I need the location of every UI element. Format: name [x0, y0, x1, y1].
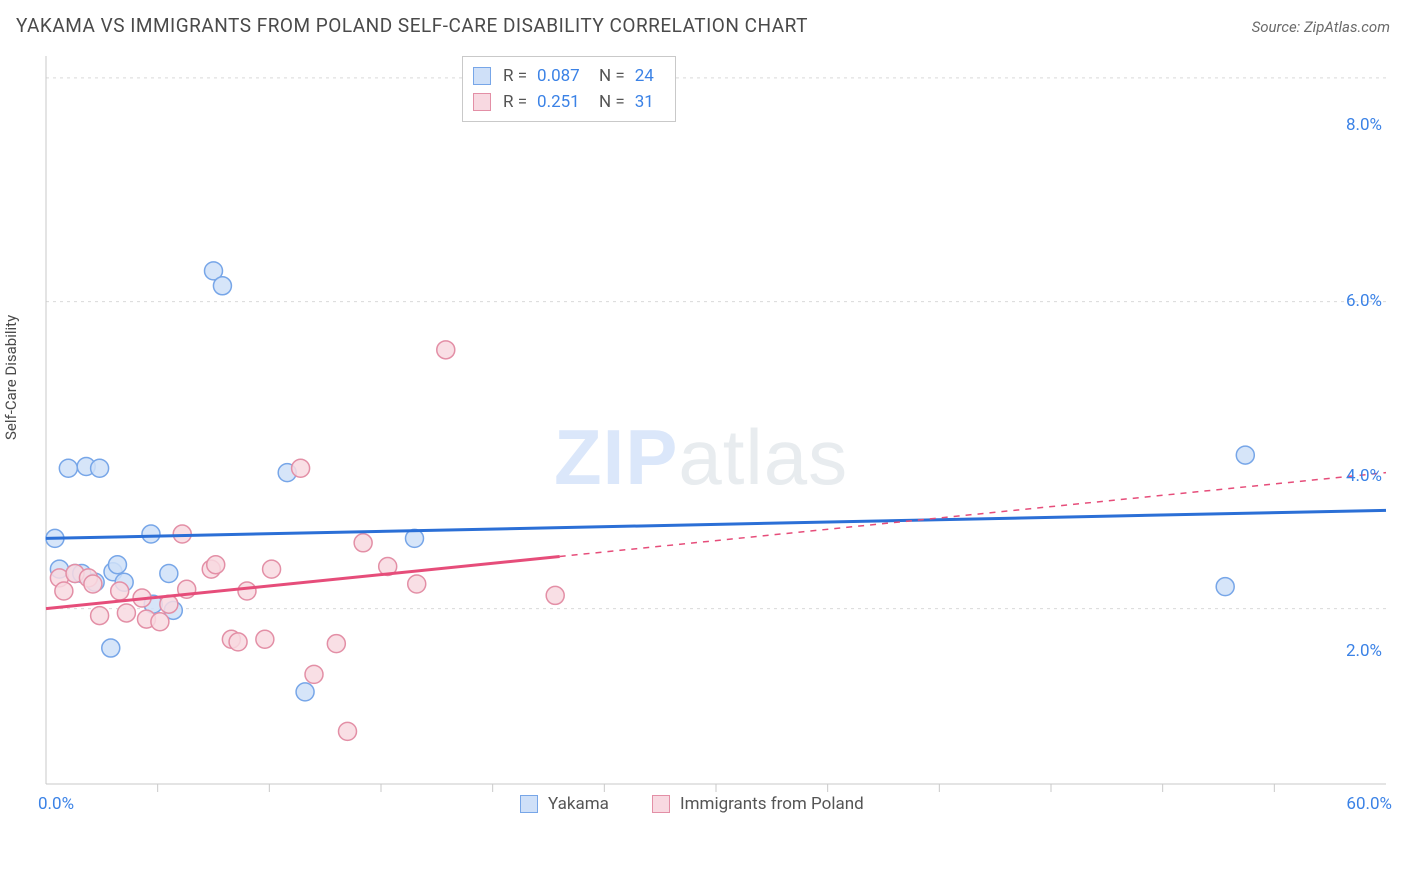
stat-r-value: 0.251: [537, 92, 587, 112]
y-tick-label: 2.0%: [1346, 641, 1382, 661]
stat-n-value: 24: [635, 66, 661, 86]
stat-n-label: N =: [599, 66, 625, 86]
y-tick-label: 4.0%: [1346, 466, 1382, 486]
x-tick-label-max: 60.0%: [1346, 794, 1392, 814]
source-attribution: Source: ZipAtlas.com: [1252, 18, 1390, 36]
y-axis-label: Self-Care Disability: [2, 315, 20, 440]
stats-legend-box: R = 0.087 N = 24 R = 0.251 N = 31: [462, 56, 676, 122]
title-row: YAKAMA VS IMMIGRANTS FROM POLAND SELF-CA…: [16, 14, 1390, 37]
swatch-yakama: [473, 67, 491, 85]
y-tick-label: 8.0%: [1346, 115, 1382, 135]
swatch-yakama: [520, 795, 538, 813]
chart-title: YAKAMA VS IMMIGRANTS FROM POLAND SELF-CA…: [16, 14, 808, 37]
stats-row-poland: R = 0.251 N = 31: [473, 89, 661, 115]
stat-n-value: 31: [635, 92, 661, 112]
legend-label-yakama: Yakama: [548, 794, 609, 814]
legend-item-poland: Immigrants from Poland: [652, 794, 864, 814]
chart-plot-area: ZIPatlas R =0.087N =24R =0.251N =31 Yaka…: [44, 54, 1388, 820]
swatch-poland: [473, 93, 491, 111]
chart-svg: [44, 54, 1388, 820]
stat-r-label: R =: [503, 66, 527, 86]
stat-r-value: 0.087: [537, 66, 587, 86]
x-tick-label-min: 0.0%: [38, 794, 74, 814]
stat-n-label: N =: [599, 92, 625, 112]
stats-row-yakama: R = 0.087 N = 24: [473, 63, 661, 89]
y-tick-label: 6.0%: [1346, 291, 1382, 311]
stat-r-label: R =: [503, 92, 527, 112]
legend-label-poland: Immigrants from Poland: [680, 794, 864, 814]
legend-item-yakama: Yakama: [520, 794, 609, 814]
swatch-poland: [652, 795, 670, 813]
